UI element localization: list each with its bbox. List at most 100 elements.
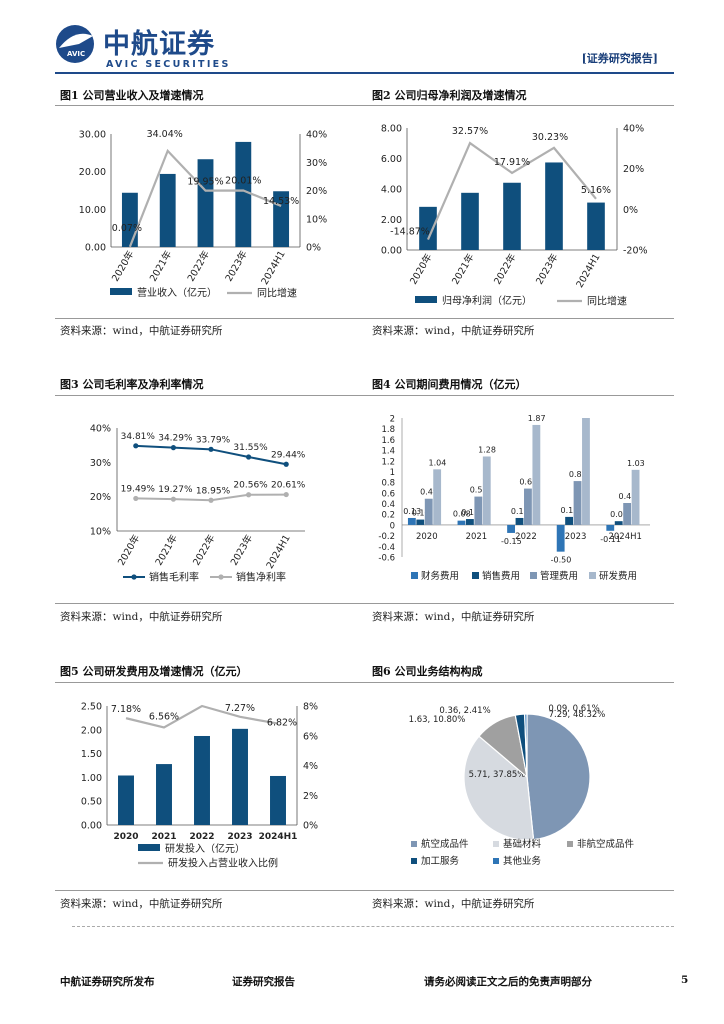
series-marker	[283, 461, 289, 467]
data-label: 1.28	[478, 445, 496, 454]
slice-label: 0.36, 2.41%	[439, 706, 490, 716]
growth-line	[426, 141, 597, 241]
slice-label: 0.09, 0.61%	[548, 704, 599, 714]
x-tick-label: 2024H1	[574, 252, 602, 290]
y-tick-label: 8.00	[381, 124, 402, 135]
legend-swatch	[110, 288, 132, 295]
legend-label: 销售费用	[482, 570, 520, 582]
legend-swatch	[138, 844, 160, 851]
bar	[232, 728, 248, 825]
y2-tick-label: 0%	[303, 821, 318, 832]
y2-tick-label: 40%	[623, 124, 644, 135]
legend-marker	[131, 574, 137, 580]
legend-label: 营业收入（亿元）	[137, 286, 217, 299]
bar	[424, 498, 433, 525]
y2-tick-label: 4%	[303, 761, 318, 772]
y-tick-label: 0.2	[381, 511, 395, 521]
bar	[156, 764, 172, 825]
growth-data-label: 7.18%	[111, 704, 141, 715]
bar	[623, 503, 632, 525]
figure-5-source: 资料来源：wind，中航证券研究所	[60, 898, 223, 910]
y-tick-label: 0.4	[381, 500, 395, 510]
y-tick-label: -0.6	[378, 554, 395, 564]
figure-4-title: 图4 公司期间费用情况（亿元）	[372, 378, 527, 391]
x-tick-label: 2020	[113, 832, 138, 842]
y2-tick-label: 20%	[306, 186, 327, 197]
x-tick-label: 2020年	[109, 248, 136, 284]
legend-label: 同比增速	[587, 295, 627, 308]
y2-tick-label: 6%	[303, 731, 318, 742]
row-3-rule	[55, 682, 674, 683]
bar	[461, 192, 479, 250]
figure-5-chart: 0.00 0.50 1.00 1.50 2.00 2.50 0% 2% 4% 6% 8% 2020 20…	[55, 687, 355, 885]
figure-6-source: 资料来源：wind，中航证券研究所	[372, 898, 535, 910]
figure-1-title: 图1 公司营业收入及增速情况	[60, 89, 204, 102]
figure-3-chart: 10% 20% 30% 40% 34.81% 34.29% 33.79% 31.55% 29.4…	[55, 400, 355, 595]
bar	[507, 524, 515, 533]
legend-label: 归母净利润（亿元）	[442, 294, 532, 307]
legend-label: 研发投入占营业收入比例	[168, 857, 278, 870]
data-label: 0.11	[461, 508, 479, 517]
y-tick-label: 1	[390, 468, 395, 478]
y-tick-label: -0.4	[378, 543, 395, 553]
bar	[121, 192, 138, 247]
legend-label: 同比增速	[257, 287, 297, 300]
growth-data-label: 17.91%	[494, 157, 530, 168]
figure-6-chart: 7.29, 48.32% 5.71, 37.85% 1.63, 10.80% 0.36…	[367, 687, 672, 885]
pie-slice	[526, 713, 591, 841]
bar	[482, 456, 491, 525]
x-tick-label: 2021年	[153, 532, 180, 568]
series-marker	[246, 454, 252, 460]
legend-label: 基础材料	[503, 838, 542, 850]
y-tick-label: 0.50	[81, 797, 102, 808]
header-rule	[55, 72, 674, 74]
x-tick-label: 2021年	[147, 248, 174, 284]
avic-logo-icon: AVIC 中航证券 AVIC SECURITIES	[56, 25, 231, 70]
y2-tick-label: -20%	[623, 246, 648, 257]
y2-tick-label: 30%	[306, 158, 327, 169]
data-label: -0.11	[600, 535, 621, 544]
growth-data-label: 30.23%	[532, 132, 568, 143]
y2-tick-label: 40%	[306, 130, 327, 141]
figure-4-source: 资料来源：wind，中航证券研究所	[372, 611, 535, 623]
bar	[416, 519, 425, 525]
bar	[503, 182, 521, 250]
data-label: -0.50	[551, 556, 572, 565]
y-tick-label: 2	[390, 415, 395, 425]
pie-slice	[463, 735, 535, 841]
growth-data-label: 34.04%	[147, 129, 183, 140]
data-label: 1.87	[528, 414, 546, 423]
x-tick-label: 2021年	[449, 251, 476, 287]
x-tick-label: 2022	[515, 532, 537, 542]
figure-1-chart: 0.00 10.00 20.00 30.00 0% 10% 20% 30% 40% 2020年 20…	[55, 110, 355, 310]
data-label: -0.15	[501, 537, 522, 546]
y-tick-label: 6.00	[381, 154, 402, 165]
row-2-source-rule	[55, 603, 674, 604]
row-3-source-rule	[55, 890, 674, 891]
y-tick-label: 1.00	[81, 773, 102, 784]
data-label: 34.81%	[121, 432, 156, 442]
figure-6-title: 图6 公司业务结构构成	[372, 665, 483, 678]
slice-label: 5.71, 37.85%	[469, 770, 526, 780]
series-marker	[246, 492, 252, 498]
data-label: 19.27%	[158, 485, 193, 495]
row-2-rule	[55, 395, 674, 396]
figure-1-source: 资料来源：wind，中航证券研究所	[60, 325, 223, 337]
svg-text:AVIC SECURITIES: AVIC SECURITIES	[106, 59, 231, 70]
legend-swatch	[472, 572, 479, 579]
x-tick-label: 2022年	[190, 532, 217, 568]
bar	[556, 524, 565, 552]
y2-tick-label: 20%	[623, 164, 644, 175]
x-tick-label: 2023	[565, 532, 587, 542]
y-tick-label: -0.2	[378, 532, 395, 542]
legend-label: 研发投入（亿元）	[165, 842, 245, 855]
y2-tick-label: 10%	[306, 214, 327, 225]
series-marker	[283, 491, 289, 498]
x-tick-label: 2024H1	[608, 532, 641, 542]
figure-2-chart: 0.00 2.00 4.00 6.00 8.00 -20% 0% 20% 40% 2020年 202…	[367, 110, 672, 310]
legend-label: 非航空成品件	[577, 838, 635, 850]
y2-tick-label: 2%	[303, 791, 318, 802]
data-label: 0.82	[569, 470, 587, 479]
data-label: 20.61%	[271, 481, 306, 491]
legend-marker	[218, 574, 224, 580]
